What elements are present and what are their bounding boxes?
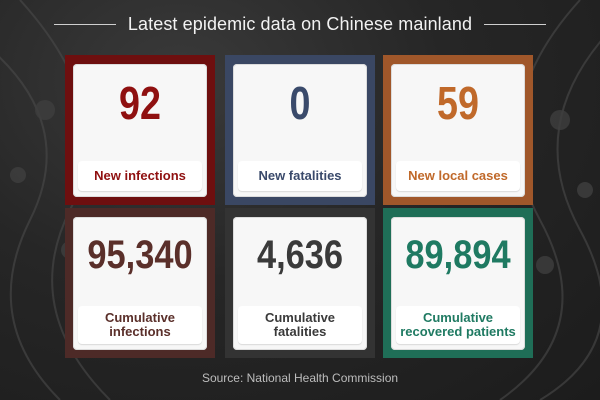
header-left-rule [53,24,116,25]
card-panel: 95,340 Cumulative infections [73,217,207,350]
card-cumulative-recovered: 89,894 Cumulative recovered patients [383,208,533,358]
stat-value: 59 [437,77,479,129]
card-panel: 59 New local cases [391,64,525,197]
card-new-local-cases: 59 New local cases [383,55,533,205]
stat-label: Cumulative recovered patients [396,306,520,344]
stat-label: Cumulative fatalities [238,306,362,344]
card-new-fatalities: 0 New fatalities [225,55,375,205]
card-panel: 92 New infections [73,64,207,197]
card-panel: 0 New fatalities [233,64,367,197]
card-panel: 4,636 Cumulative fatalities [233,217,367,350]
card-cumulative-fatalities: 4,636 Cumulative fatalities [225,208,375,358]
card-panel: 89,894 Cumulative recovered patients [391,217,525,350]
page-title: Latest epidemic data on Chinese mainland [127,14,473,34]
card-new-infections: 92 New infections [65,55,215,205]
stat-value: 92 [119,77,161,129]
header-right-rule [484,24,547,25]
source-note: Source: National Health Commission [201,371,399,385]
stat-value: 0 [289,77,311,129]
page-header: Latest epidemic data on Chinese mainland [0,14,600,35]
stat-label: New local cases [396,161,520,191]
stat-value: 4,636 [256,233,344,277]
stat-label: New fatalities [238,161,362,191]
stat-value: 89,894 [405,233,511,277]
stat-label: New infections [78,161,202,191]
stat-value: 95,340 [87,233,193,277]
card-cumulative-infections: 95,340 Cumulative infections [65,208,215,358]
stat-label: Cumulative infections [78,306,202,344]
